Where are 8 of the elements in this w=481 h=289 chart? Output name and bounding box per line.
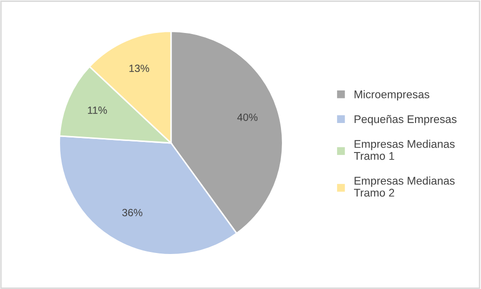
data-label: 36% bbox=[122, 208, 142, 216]
legend-label: Pequeñas Empresas bbox=[354, 115, 456, 126]
legend-label: Empresas Medianas Tramo 2 bbox=[354, 176, 455, 197]
data-label: 40% bbox=[237, 114, 258, 121]
data-label: 13% bbox=[129, 64, 150, 72]
legend-label: Microempresas bbox=[354, 90, 430, 101]
legend-label: Empresas Medianas Tramo 1 bbox=[354, 140, 455, 160]
data-label: 11% bbox=[88, 106, 107, 114]
